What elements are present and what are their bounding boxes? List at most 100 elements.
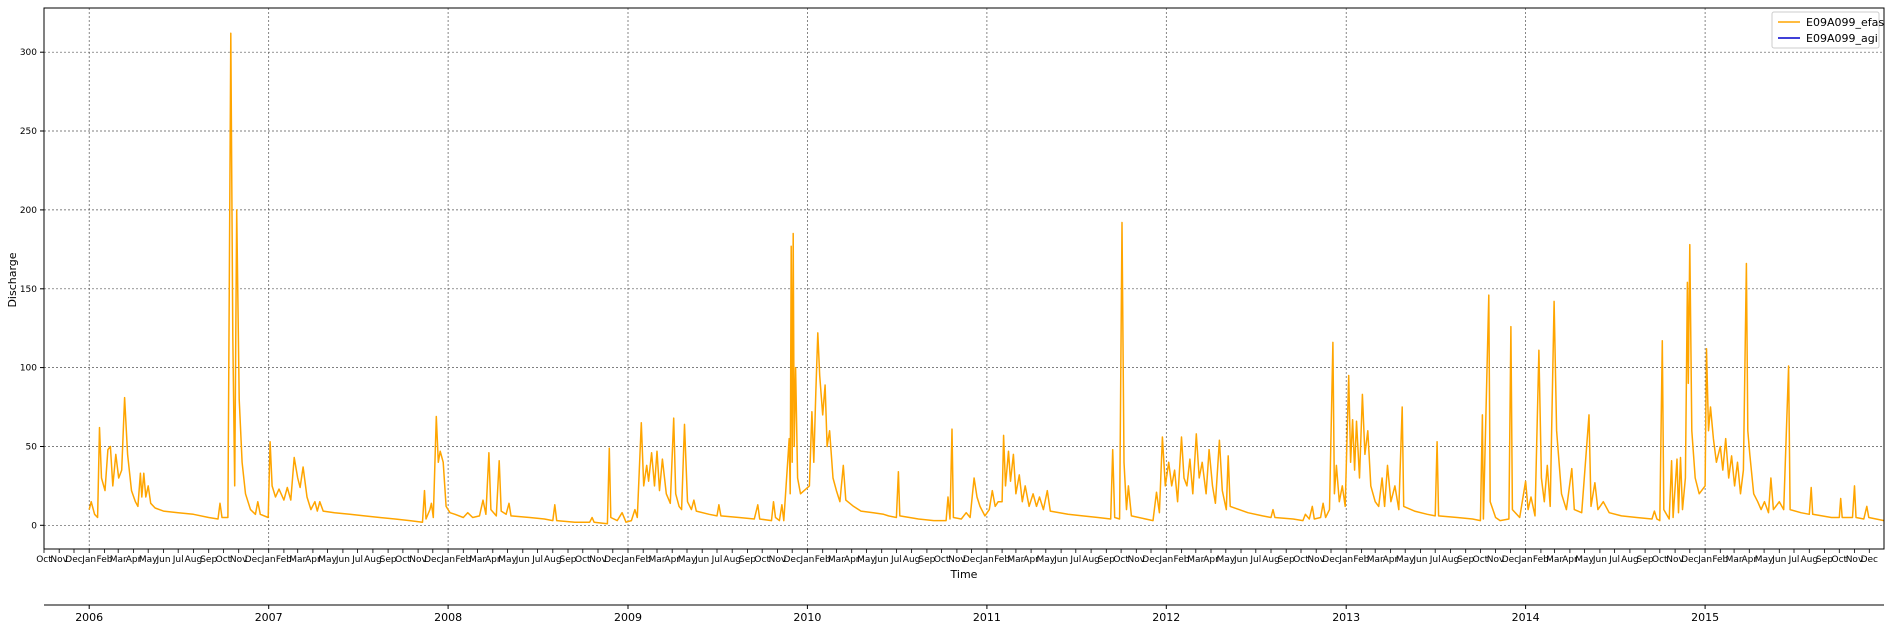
year-tick-label: 2009 <box>614 611 642 624</box>
x-month-label: Mar <box>1726 555 1743 565</box>
x-month-label: May <box>1396 555 1415 565</box>
x-month-label: Mar <box>649 555 666 565</box>
x-month-label: Aug <box>544 555 562 565</box>
x-month-label: Jul <box>1788 555 1800 565</box>
x-month-label: Dec <box>245 555 262 565</box>
x-month-label: May <box>1755 555 1774 565</box>
x-month-label: Aug <box>1801 555 1819 565</box>
x-month-label: Oct <box>575 555 591 565</box>
x-month-label: Nov <box>230 555 248 565</box>
x-month-label: Jun <box>694 555 709 565</box>
x-month-label: Aug <box>1262 555 1280 565</box>
legend: E09A099_efas E09A099_agi <box>1771 11 1884 49</box>
x-month-label: Nov <box>409 555 427 565</box>
x-month-label: Nov <box>1487 555 1505 565</box>
x-month-label: Apr <box>1562 555 1578 565</box>
x-month-label: Apr <box>1742 555 1758 565</box>
x-month-label: Jan <box>1338 555 1353 565</box>
x-month-label: Nov <box>1846 555 1864 565</box>
x-month-label: Apr <box>1023 555 1039 565</box>
x-month-label: Sep <box>560 555 577 565</box>
x-month-label: Jun <box>155 555 170 565</box>
x-month-label: Feb <box>635 555 651 565</box>
x-month-label: Dec <box>1142 555 1159 565</box>
x-month-label: Mar <box>1187 555 1204 565</box>
y-tick-label: 0 <box>31 521 37 531</box>
year-tick-label: 2015 <box>1691 611 1719 624</box>
x-month-label: Apr <box>485 555 501 565</box>
grid <box>44 8 1884 549</box>
x-month-label: May <box>1216 555 1235 565</box>
y-tick-label: 300 <box>20 48 37 58</box>
y-tick-label: 150 <box>20 285 37 295</box>
x-month-label: Dec <box>1322 555 1339 565</box>
x-month-label: Sep <box>200 555 217 565</box>
x-month-label: Oct <box>934 555 950 565</box>
x-month-label: Mar <box>469 555 486 565</box>
x-month-label: Feb <box>276 555 292 565</box>
x-month-label: Dec <box>783 555 800 565</box>
x-month-label: Feb <box>97 555 113 565</box>
x-month-label: Oct <box>1652 555 1668 565</box>
x-month-label: Mar <box>1367 555 1384 565</box>
year-tick-label: 2013 <box>1332 611 1360 624</box>
x-month-label: May <box>1575 555 1594 565</box>
x-month-label: Jan <box>81 555 96 565</box>
x-month-label: Jan <box>261 555 276 565</box>
x-month-label: Apr <box>1203 555 1219 565</box>
x-month-label: Jul <box>1429 555 1441 565</box>
x-month-label: Jul <box>1249 555 1261 565</box>
x-month-label: Sep <box>739 555 756 565</box>
x-month-label: Nov <box>948 555 966 565</box>
x-month-label: Aug <box>1621 555 1639 565</box>
x-month-label: Nov <box>50 555 68 565</box>
series-line-0 <box>88 32 1885 525</box>
x-month-label: Apr <box>844 555 860 565</box>
x-month-label: Jan <box>1518 555 1533 565</box>
x-month-label: Jan <box>799 555 814 565</box>
x-month-label: Jun <box>1771 555 1786 565</box>
x-month-label: May <box>139 555 158 565</box>
x-month-label: Jul <box>890 555 902 565</box>
x-month-label: May <box>1036 555 1055 565</box>
x-month-label: Dec <box>1502 555 1519 565</box>
y-tick-label: 100 <box>20 364 37 374</box>
y-axis: 0 50 100 150 200 250 300 <box>20 48 44 531</box>
x-month-label: Sep <box>1637 555 1654 565</box>
x-month-label: Jul <box>1608 555 1620 565</box>
x-month-label: May <box>678 555 697 565</box>
year-tick-label: 2014 <box>1512 611 1540 624</box>
x-month-label: Jun <box>1412 555 1427 565</box>
y-tick-label: 50 <box>26 443 38 453</box>
x-month-label: Jan <box>440 555 455 565</box>
x-month-label: Nov <box>589 555 607 565</box>
x-month-label: Jul <box>531 555 543 565</box>
x-month-label: May <box>857 555 876 565</box>
x-month-label: Feb <box>815 555 831 565</box>
x-month-label: Jun <box>874 555 889 565</box>
x-month-label: Sep <box>1816 555 1833 565</box>
plot-frame <box>43 7 1885 550</box>
x-month-label: Apr <box>664 555 680 565</box>
x-month-label: Sep <box>1098 555 1115 565</box>
x-month-label: Aug <box>723 555 741 565</box>
x-month-label: Mar <box>828 555 845 565</box>
y-tick-label: 250 <box>20 127 37 137</box>
x-month-label: Jun <box>1053 555 1068 565</box>
x-month-label: Jun <box>1233 555 1248 565</box>
x-axis-label: Time <box>950 568 978 581</box>
x-month-label: Aug <box>364 555 382 565</box>
x-month-label: Jul <box>711 555 723 565</box>
legend-label-1: E09A099_agi <box>1806 32 1878 45</box>
x-month-label: Feb <box>1353 555 1369 565</box>
series-layer <box>88 32 1885 525</box>
legend-box <box>1771 11 1880 49</box>
x-month-label: Mar <box>1007 555 1024 565</box>
x-month-label: Apr <box>1383 555 1399 565</box>
x-month-label: Dec <box>1861 555 1878 565</box>
y-axis-label: Discharge <box>6 252 19 307</box>
x-month-label: Oct <box>1473 555 1489 565</box>
